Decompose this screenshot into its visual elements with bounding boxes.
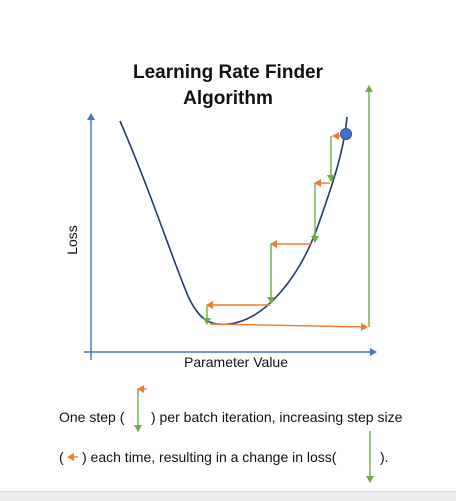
caption-line-2-end: ). xyxy=(380,449,389,465)
caption-line-1-end: ) per batch iteration, increasing step s… xyxy=(151,409,403,425)
caption-line-2-start: ( xyxy=(59,449,64,465)
current-point-marker xyxy=(340,128,352,140)
total-step-arrow xyxy=(209,322,368,331)
x-axis-label: Parameter Value xyxy=(184,354,288,370)
loss-curve xyxy=(119,116,348,326)
step-arrows xyxy=(203,132,343,325)
step-legend-icon xyxy=(134,385,147,432)
caption-line-1-start: One step ( xyxy=(59,409,125,425)
caption-line-2-middle: ) each time, resulting in a change in lo… xyxy=(82,449,337,465)
diagram-title-line-2: Algorithm xyxy=(183,88,273,109)
diagram-title-line-1: Learning Rate Finder xyxy=(133,62,324,83)
y-axis-label: Loss xyxy=(64,225,80,255)
page-bottom-border xyxy=(0,491,456,501)
